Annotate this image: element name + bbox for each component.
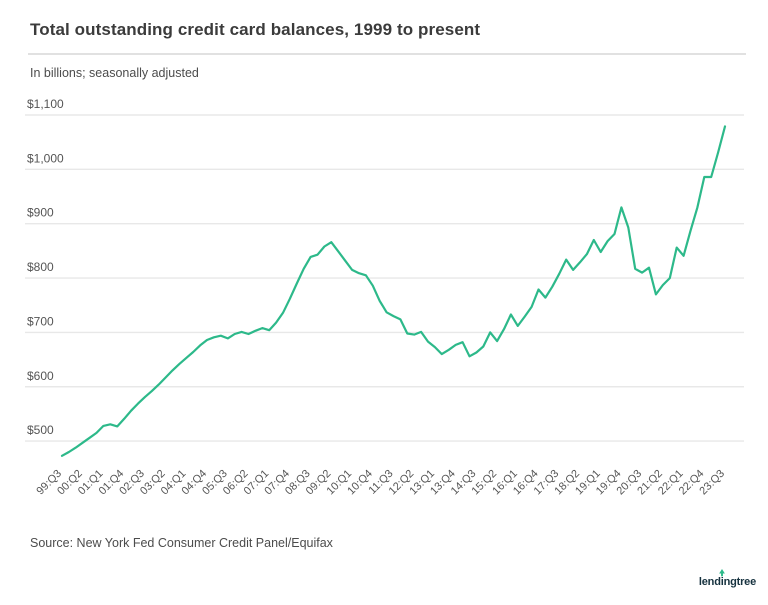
chart-title: Total outstanding credit card balances, … bbox=[30, 20, 481, 39]
logo-text-pre: lend bbox=[698, 576, 721, 588]
series-line bbox=[60, 125, 727, 457]
y-axis-label: $500 bbox=[27, 423, 54, 437]
y-axis-label: $800 bbox=[27, 260, 54, 274]
source-note: Source: New York Fed Consumer Credit Pan… bbox=[30, 536, 333, 550]
logo-text-post: ngtree bbox=[723, 576, 757, 588]
y-axis-label: $900 bbox=[27, 206, 54, 220]
title-divider bbox=[28, 53, 746, 55]
y-axis-label: $600 bbox=[27, 369, 54, 383]
y-axis-label: $700 bbox=[27, 314, 54, 328]
logo-letter-i: i bbox=[719, 569, 726, 588]
chart-subtitle: In billions; seasonally adjusted bbox=[30, 66, 199, 80]
y-axis-label: $1,100 bbox=[27, 97, 64, 111]
y-axis-label: $1,000 bbox=[27, 151, 64, 165]
lendingtree-logo: lend ingtree bbox=[698, 569, 757, 588]
tree-icon bbox=[719, 569, 726, 577]
